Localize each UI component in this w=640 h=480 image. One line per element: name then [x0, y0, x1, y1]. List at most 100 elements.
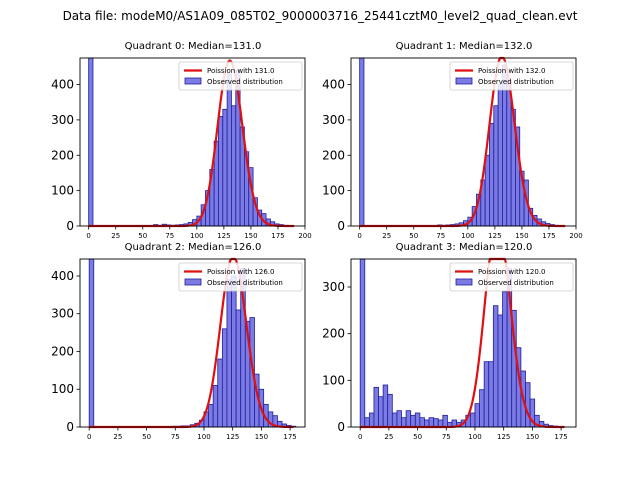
- quadrant-0-title: Quadrant 0: Median=131.0: [125, 41, 262, 52]
- histogram-bar: [217, 358, 223, 428]
- legend-box: [178, 262, 303, 292]
- histogram-bar: [497, 314, 503, 428]
- histogram-bar: [479, 389, 485, 428]
- x-tick-label: 175: [554, 433, 567, 441]
- x-tick-label: 50: [413, 433, 422, 441]
- x-tick-label: 175: [271, 232, 284, 240]
- subplot-quadrant-1: Quadrant 1: Median=132.0 0 100 200 300 400 0 2…: [322, 41, 583, 240]
- histogram-bar: [387, 393, 393, 428]
- y-tick-label: 300: [51, 307, 74, 321]
- y-tick-label: 300: [51, 113, 74, 127]
- histogram-bar: [410, 414, 416, 428]
- y-tick-label: 200: [322, 327, 345, 341]
- histogram-bar: [391, 412, 398, 428]
- x-tick-label: 200: [298, 232, 311, 240]
- histogram-bar: [235, 309, 242, 428]
- subplot-quadrant-2: Quadrant 2: Median=126.0 0 100 200 300 400 0 2…: [51, 242, 306, 441]
- axes-frame: [350, 57, 577, 227]
- x-tick-label: 25: [382, 232, 391, 240]
- legend-poisson-label: Poission with 132.0: [478, 67, 546, 75]
- histogram-bar: [382, 384, 389, 428]
- legend: Poission with 131.0 Observed distribution: [178, 61, 303, 91]
- y-tick-label: 300: [322, 113, 345, 127]
- histogram-bar: [373, 386, 379, 428]
- x-tick-label: 75: [171, 433, 180, 441]
- quadrant-0-plot-area: 0 100 200 300 400 0 25 50 75 100 125 150 175 200 Poiss…: [51, 57, 312, 240]
- legend-observed-label: Observed distribution: [207, 279, 283, 287]
- x-tick-label: 0: [86, 232, 90, 240]
- histogram-bar: [489, 123, 495, 227]
- histogram-bar: [221, 328, 228, 428]
- y-tick-label: 100: [322, 373, 345, 387]
- figure-suptitle: Data file: modeM0/AS1A09_085T02_90000037…: [63, 9, 578, 23]
- quadrant-1-title: Quadrant 1: Median=132.0: [396, 41, 533, 52]
- x-tick-label: 0: [357, 232, 361, 240]
- legend: Poission with 126.0 Observed distribution: [178, 262, 303, 292]
- histogram-bar: [493, 105, 499, 227]
- histogram-bar: [506, 80, 512, 227]
- legend: Poission with 132.0 Observed distribution: [449, 61, 574, 91]
- legend-observed-swatch: [455, 77, 473, 85]
- quadrant-2-title: Quadrant 2: Median=126.0: [125, 242, 262, 253]
- histogram-bar: [474, 403, 480, 428]
- y-tick-label: 0: [66, 219, 74, 233]
- y-tick-label: 200: [51, 344, 74, 358]
- histogram-bar: [419, 417, 425, 428]
- x-tick-label: 100: [461, 232, 474, 240]
- quadrant-3-title: Quadrant 3: Median=120.0: [396, 242, 533, 253]
- y-tick-label: 400: [322, 78, 345, 92]
- y-tick-label: 400: [51, 78, 74, 92]
- legend-poisson-label: Poission with 131.0: [207, 67, 275, 75]
- histogram-bar: [502, 291, 508, 428]
- x-tick-label: 100: [190, 232, 203, 240]
- histogram-bar: [364, 417, 370, 428]
- x-tick-label: 150: [255, 433, 268, 441]
- y-tick-label: 0: [337, 420, 345, 434]
- legend-box: [449, 262, 574, 292]
- x-tick-label: 50: [142, 433, 151, 441]
- quadrant-1-plot-area: 0 100 200 300 400 0 25 50 75 100 125 150 175 200 Poiss…: [322, 56, 583, 240]
- x-tick-label: 100: [197, 433, 210, 441]
- subplot-quadrant-3: Quadrant 3: Median=120.0 0 100 200 300 0 25 50…: [322, 242, 577, 441]
- histogram-bar: [469, 412, 476, 428]
- legend-poisson-label: Poission with 120.0: [478, 268, 546, 276]
- legend-observed-swatch: [455, 278, 473, 286]
- y-tick-label: 200: [322, 148, 345, 162]
- histogram-bar: [212, 385, 219, 428]
- x-tick-label: 125: [217, 232, 230, 240]
- histogram-bar: [396, 410, 402, 428]
- legend-observed-label: Observed distribution: [207, 78, 283, 86]
- legend-observed-swatch: [184, 77, 202, 85]
- y-tick-label: 0: [337, 219, 345, 233]
- y-tick-label: 300: [322, 280, 345, 294]
- axes-frame: [350, 258, 577, 428]
- histogram-bar: [488, 361, 494, 428]
- x-tick-label: 150: [515, 232, 528, 240]
- y-tick-label: 400: [51, 269, 74, 283]
- legend: Poission with 120.0 Observed distribution: [449, 262, 574, 292]
- x-tick-label: 25: [384, 433, 393, 441]
- histogram-bar: [414, 412, 421, 428]
- x-tick-label: 100: [468, 433, 481, 441]
- x-tick-label: 125: [497, 433, 510, 441]
- x-tick-label: 125: [488, 232, 501, 240]
- histogram-bar: [484, 154, 490, 227]
- y-tick-label: 100: [51, 382, 74, 396]
- legend-observed-swatch: [184, 278, 202, 286]
- legend-poisson-label: Poission with 126.0: [207, 268, 275, 276]
- histogram-bar: [525, 382, 531, 428]
- y-tick-label: 100: [51, 184, 74, 198]
- quadrant-2-plot-area: 0 100 200 300 400 0 25 50 75 100 125 150 175 Poission…: [51, 257, 306, 441]
- histogram-bar: [359, 57, 365, 227]
- x-tick-label: 175: [283, 433, 296, 441]
- x-tick-label: 75: [165, 232, 174, 240]
- y-tick-label: 200: [51, 148, 74, 162]
- histogram-bar: [428, 417, 435, 428]
- histogram-bar: [483, 361, 490, 428]
- histogram-bar: [378, 396, 384, 428]
- histogram-bar: [231, 105, 237, 227]
- axes-frame: [79, 258, 306, 428]
- histogram-bar: [88, 258, 95, 428]
- legend-observed-label: Observed distribution: [478, 78, 554, 86]
